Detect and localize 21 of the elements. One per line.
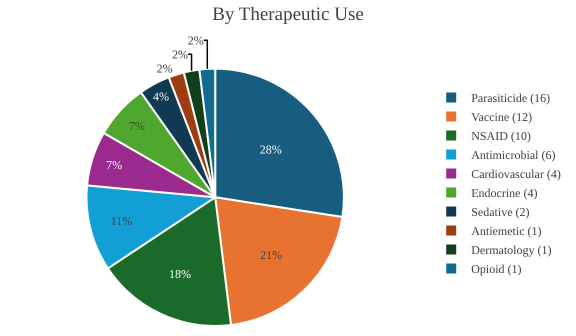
legend-label: Endocrine (4) [471,186,538,200]
data-label: 11% [110,214,132,228]
legend-label: Opioid (1) [471,262,522,276]
legend-label: Antimicrobial (6) [471,148,556,162]
legend-label: NSAID (10) [471,129,531,144]
data-label: 18% [168,266,191,281]
chart-title: By Therapeutic Use [212,4,364,26]
legend-label: Antiemetic (1) [471,224,542,238]
legend-label: Parasiticide (16) [471,91,550,106]
data-label: 4% [152,89,169,104]
legend-label: Cardiovascular (4) [471,167,561,182]
data-label: 2% [156,61,173,76]
data-label: 2% [188,33,204,48]
legend-label: Vaccine (12) [471,110,532,124]
data-label: 28% [260,142,282,157]
data-label: 2% [172,47,188,62]
data-label: 21% [260,248,282,262]
legend-label: Dermatology (1) [471,243,552,258]
legend-label: Sedative (2) [471,205,530,220]
data-label: 7% [128,118,145,133]
data-label: 7% [106,158,122,172]
